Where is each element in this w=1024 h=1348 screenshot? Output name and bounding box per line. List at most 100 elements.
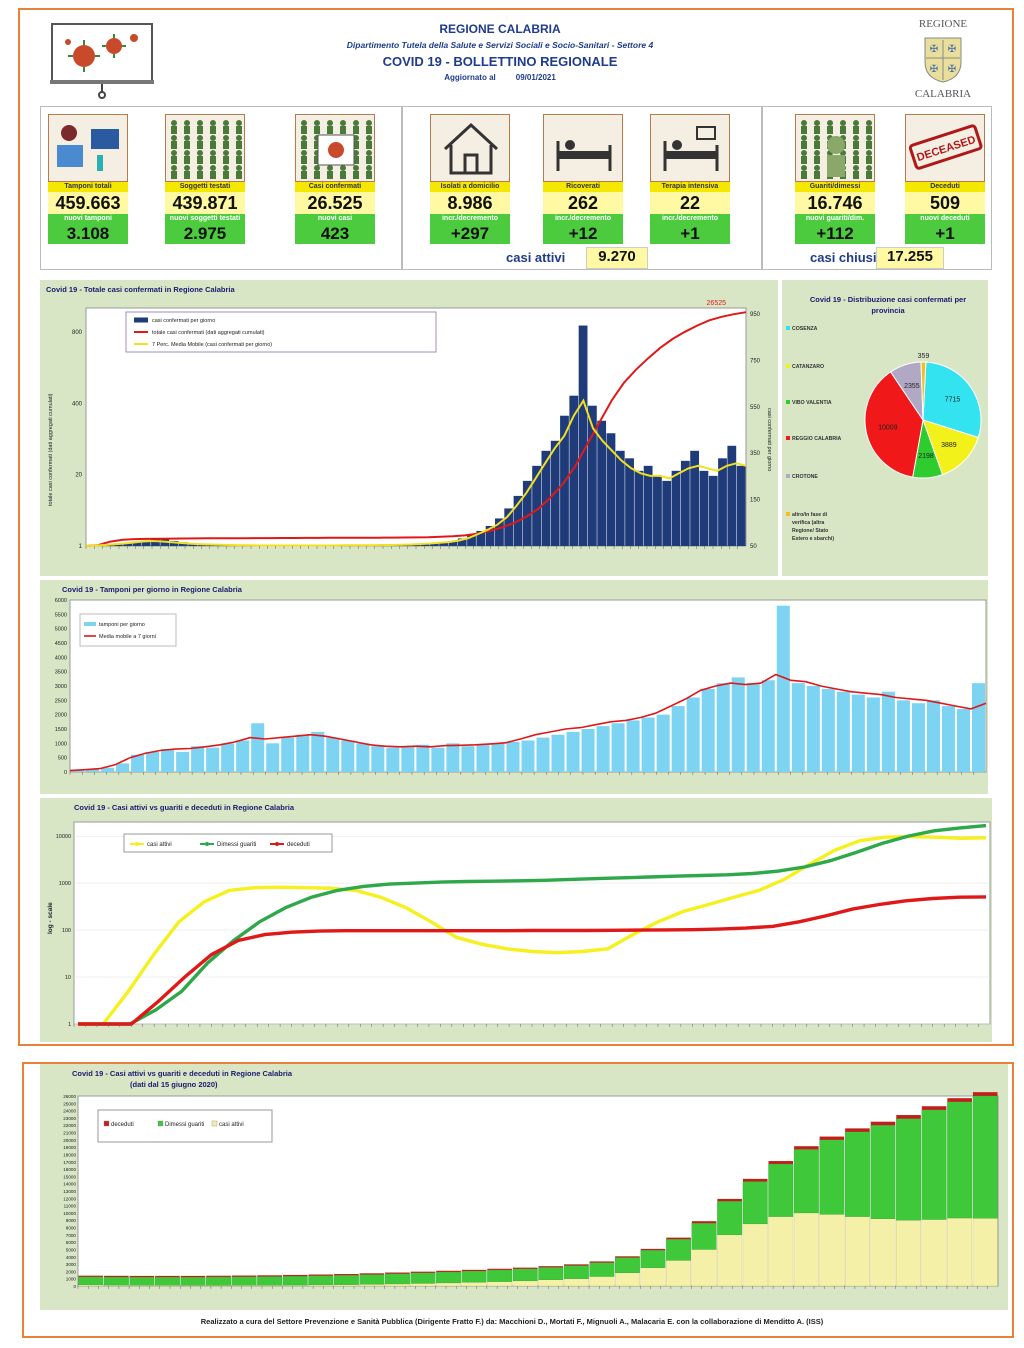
- closed-cases-label: casi chiusi: [810, 250, 877, 265]
- virus-banner-icon: [50, 23, 154, 99]
- active-cases-bar: [947, 1217, 973, 1287]
- recovered-bar: [385, 1273, 410, 1285]
- closed-cases-value: 17.255: [876, 247, 944, 269]
- y-tick-label: 1000: [55, 741, 67, 747]
- logo-top-text: REGIONE: [918, 18, 968, 30]
- y2-tick-label: 550: [750, 405, 761, 411]
- y-tick-label: 2000: [66, 1269, 77, 1274]
- deceased-bar: [487, 1268, 512, 1270]
- y2-tick-label: 50: [750, 544, 757, 550]
- recovered-bar: [333, 1275, 359, 1285]
- active-cases-bar: [691, 1249, 717, 1287]
- active-cases-bar: [359, 1284, 385, 1287]
- series-line: [78, 895, 987, 1026]
- deceased-bar: [845, 1128, 870, 1132]
- y-tick-label: 4000: [66, 1255, 77, 1260]
- daily-tests-bar: [641, 717, 655, 772]
- active-cases-value: 9.270: [586, 247, 648, 269]
- y-tick-label: 20: [75, 473, 82, 479]
- kpi-label: Guariti/dimessi: [795, 182, 875, 192]
- recovered-bar: [231, 1276, 257, 1286]
- y-tick-label: 10: [65, 975, 71, 981]
- pie-title: Covid 19 - Distribuzione casi confermati…: [809, 295, 967, 315]
- legend-swatch: [211, 1120, 218, 1127]
- deceased-bar: [615, 1256, 640, 1258]
- kpi-delta-label: nuovi deceduti: [905, 214, 985, 224]
- daily-tests-bar: [536, 737, 550, 772]
- cases-chart-title: Covid 19 - Totale casi confermati in Reg…: [46, 285, 235, 294]
- legend-entry: casi attivi: [219, 1122, 244, 1128]
- recovered-bar: [589, 1262, 615, 1277]
- deceased-bar: [206, 1275, 231, 1277]
- daily-cases-bar: [606, 433, 616, 546]
- deceased-bar: [104, 1275, 129, 1278]
- y-tick-label: 8000: [66, 1226, 77, 1231]
- daily-tests-bar: [461, 746, 475, 772]
- kpi-delta-label: incr./decremento: [543, 214, 623, 224]
- y-tick-label: 12000: [63, 1196, 76, 1201]
- legend-swatch: [786, 364, 790, 368]
- recovered-bar: [615, 1257, 640, 1273]
- crest-icon: ✠ ✠ ✠ ✠: [924, 37, 962, 83]
- kpi-value: 262: [543, 192, 623, 214]
- y-tick-label: 1500: [55, 727, 67, 733]
- recovered-bar: [487, 1269, 513, 1282]
- bulletin-title: COVID 19 - BOLLETTINO REGIONALE: [382, 54, 618, 69]
- pie-value-label: 10009: [878, 424, 898, 431]
- daily-tests-bar: [551, 734, 565, 772]
- daily-tests-bar: [836, 691, 850, 772]
- pie-slice: [922, 361, 982, 439]
- deceased-stamp-icon: DECEASED: [905, 114, 985, 182]
- kpi-label: Deceduti: [905, 182, 985, 192]
- daily-tests-bar: [581, 729, 595, 772]
- legend-swatch: [786, 436, 790, 440]
- active-cases-bar: [512, 1280, 538, 1287]
- daily-tests-bar: [146, 751, 160, 772]
- recovered-bar: [640, 1250, 666, 1268]
- tests-moving-average-line: [69, 673, 987, 772]
- y-tick-label: 13000: [63, 1189, 76, 1194]
- daily-tests-bar: [506, 741, 520, 772]
- recovered-bar: [793, 1149, 819, 1214]
- daily-tests-bar: [71, 770, 85, 772]
- y-tick-label: 18000: [63, 1152, 76, 1157]
- active-cases-bar: [793, 1212, 819, 1287]
- kpi-delta-label: nuovi casi: [295, 214, 375, 224]
- deceased-bar: [666, 1237, 691, 1240]
- kpi-delta-label: incr./decremento: [650, 214, 730, 224]
- icu-bed-icon: [650, 114, 730, 182]
- deceased-bar: [589, 1261, 615, 1263]
- y-tick-label: 24000: [63, 1109, 76, 1114]
- chart-legend: [125, 311, 437, 353]
- deceased-bar: [334, 1273, 359, 1276]
- y-tick-label: 1000: [59, 881, 71, 887]
- recovered-bar: [972, 1095, 998, 1219]
- people-grid-icon: [165, 114, 245, 182]
- daily-tests-bar: [116, 763, 130, 772]
- region-logo: REGIONE ✠ ✠ ✠ ✠ CALABRIA: [905, 18, 981, 100]
- chart-legend: [79, 613, 177, 647]
- kpi-delta-label: incr./decremento: [430, 214, 510, 224]
- kpi-delta-value: 2.975: [165, 224, 245, 244]
- kpi-card: DECEASED Deceduti 509 nuovi deceduti +1: [905, 114, 985, 244]
- daily-cases-bar: [541, 450, 551, 546]
- pie-value-label: 2355: [904, 383, 920, 390]
- legend-entry: casi confermati per giorno: [152, 318, 215, 324]
- daily-cases-bar: [113, 543, 123, 546]
- daily-tests-bar: [311, 731, 325, 772]
- kpi-label: Casi confermati: [295, 182, 375, 192]
- daily-cases-bar: [123, 542, 132, 546]
- y-tick-label: 9000: [66, 1218, 77, 1223]
- daily-cases-bar: [662, 480, 672, 546]
- kpi-label: Tamponi totali: [48, 182, 128, 192]
- daily-tests-bar: [866, 697, 880, 772]
- deceased-bar: [180, 1275, 206, 1278]
- y-tick-label: 5000: [55, 627, 67, 633]
- y-tick-label: 26000: [63, 1094, 76, 1099]
- daily-cases-bar: [671, 470, 681, 546]
- daily-tests-bar: [626, 720, 640, 772]
- recovered-bar: [742, 1181, 768, 1225]
- recovered-bar: [691, 1223, 717, 1250]
- log-chart: 10000 1000 100 10 1 log - scale casi attivi Dim…: [47, 821, 991, 1028]
- daily-tests-bar: [431, 747, 445, 772]
